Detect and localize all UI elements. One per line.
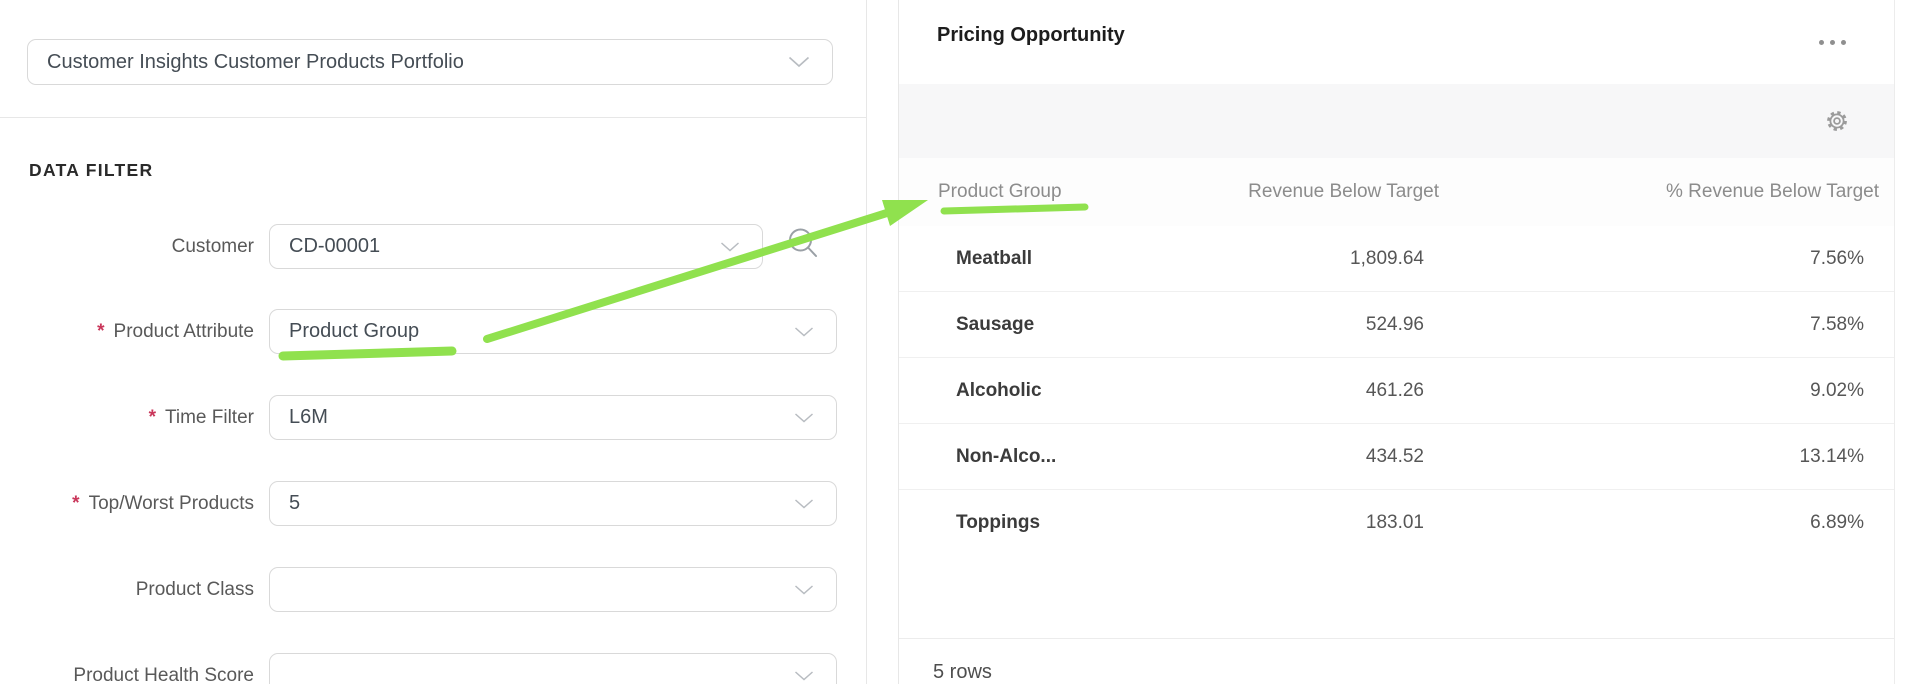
time-filter-label: * Time Filter bbox=[148, 406, 254, 428]
table-toolbar bbox=[899, 84, 1894, 159]
chevron-down-icon bbox=[720, 241, 740, 252]
panel-divider bbox=[866, 0, 867, 684]
chevron-down-icon bbox=[794, 584, 814, 595]
chevron-down-icon bbox=[794, 498, 814, 509]
required-marker: * bbox=[72, 492, 80, 514]
product-attribute-label: * Product Attribute bbox=[97, 320, 254, 342]
table-row[interactable]: Sausage 524.96 7.58% bbox=[899, 292, 1894, 358]
top-worst-products-select[interactable]: 5 bbox=[269, 481, 837, 526]
required-marker: * bbox=[97, 320, 105, 342]
product-attribute-value: Product Group bbox=[289, 320, 420, 342]
portfolio-selector-value: Customer Insights Customer Products Port… bbox=[47, 50, 464, 73]
table-row[interactable]: Toppings 183.01 6.89% bbox=[899, 490, 1894, 556]
time-filter-value: L6M bbox=[289, 406, 328, 428]
table-header-row: Product Group Revenue Below Target % Rev… bbox=[899, 158, 1894, 227]
time-filter-select[interactable]: L6M bbox=[269, 395, 837, 440]
customer-select[interactable]: CD-00001 bbox=[269, 224, 763, 269]
customer-value: CD-00001 bbox=[289, 235, 381, 257]
card-title: Pricing Opportunity bbox=[937, 24, 1125, 46]
chevron-down-icon bbox=[794, 326, 814, 337]
chevron-down-icon bbox=[794, 670, 814, 681]
product-class-label: Product Class bbox=[135, 578, 254, 600]
horizontal-divider bbox=[0, 117, 867, 118]
chevron-down-icon bbox=[788, 56, 810, 68]
column-header-revenue-below-target[interactable]: Revenue Below Target bbox=[1248, 181, 1439, 202]
ellipsis-menu-icon[interactable] bbox=[1815, 36, 1850, 49]
search-icon[interactable] bbox=[786, 226, 822, 262]
portfolio-selector[interactable]: Customer Insights Customer Products Port… bbox=[27, 39, 833, 85]
row-count: 5 rows bbox=[933, 661, 992, 683]
column-header-product-group[interactable]: Product Group bbox=[938, 181, 1062, 202]
gear-icon[interactable] bbox=[1824, 108, 1850, 134]
product-health-score-select[interactable] bbox=[269, 653, 837, 684]
table-row[interactable]: Meatball 1,809.64 7.56% bbox=[899, 226, 1894, 292]
product-health-score-label: Product Health Score bbox=[73, 664, 254, 684]
product-class-select[interactable] bbox=[269, 567, 837, 612]
customer-label: Customer bbox=[171, 235, 254, 257]
table-row[interactable]: Alcoholic 461.26 9.02% bbox=[899, 358, 1894, 424]
filter-panel: Customer Insights Customer Products Port… bbox=[0, 0, 868, 684]
table-body: Meatball 1,809.64 7.56% Sausage 524.96 7… bbox=[899, 226, 1894, 556]
top-worst-products-value: 5 bbox=[289, 492, 301, 514]
product-attribute-select[interactable]: Product Group bbox=[269, 309, 837, 354]
data-filter-heading: DATA FILTER bbox=[29, 160, 154, 180]
top-worst-products-label: * Top/Worst Products bbox=[72, 492, 254, 514]
table-row[interactable]: Non-Alco... 434.52 13.14% bbox=[899, 424, 1894, 490]
footer-divider bbox=[899, 638, 1894, 639]
column-header-pct-revenue-below-target[interactable]: % Revenue Below Target bbox=[1666, 181, 1879, 202]
chevron-down-icon bbox=[794, 412, 814, 423]
pricing-opportunity-card: Pricing Opportunity Product Group Revenu… bbox=[898, 0, 1895, 684]
required-marker: * bbox=[148, 406, 156, 428]
